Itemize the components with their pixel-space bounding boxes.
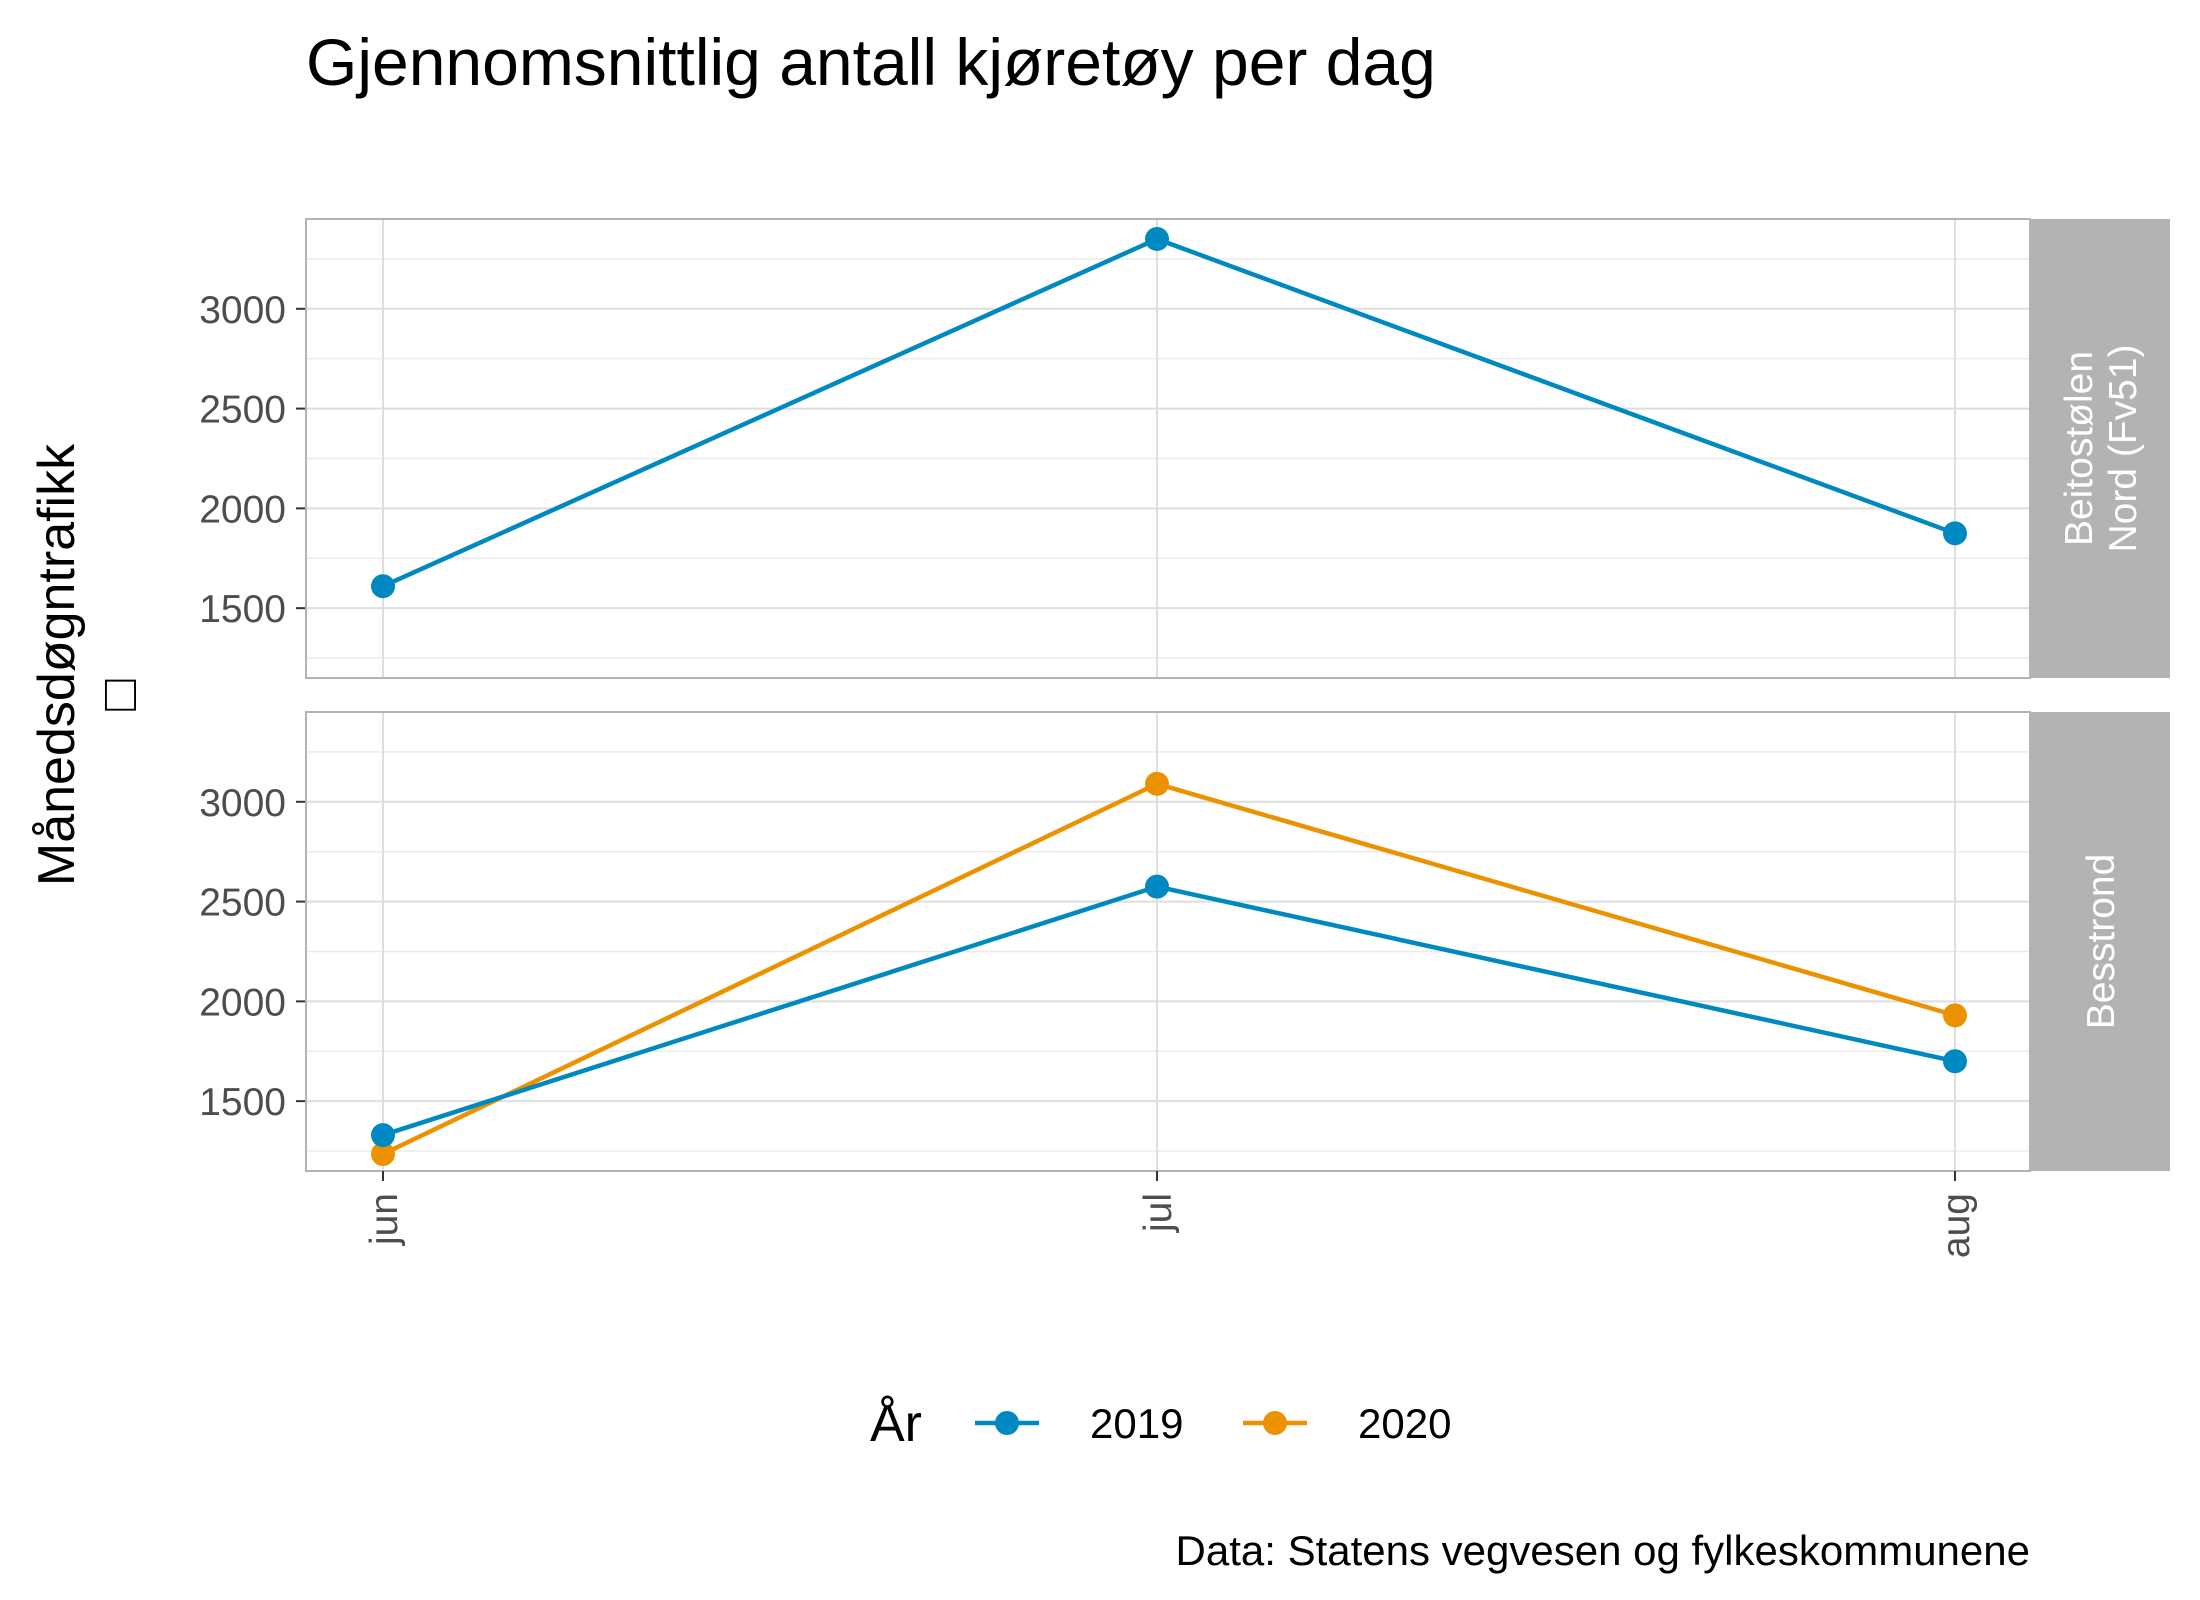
facet-strip: [2030, 712, 2170, 1171]
legend-key-point-2019: [995, 1411, 1019, 1435]
y-tick-label: 2500: [199, 882, 286, 925]
facet-strip-label-line: Beitostølen: [2058, 351, 2101, 546]
legend-key-point-2020: [1263, 1411, 1287, 1435]
facet-strip: [2030, 219, 2170, 678]
facet-panel-1: 1500 2000 2500 3000 BeitostølenNord (Fv51): [199, 218, 2170, 679]
data-point-2019-jul: [1145, 874, 1169, 899]
y-tick-label: 3000: [199, 289, 286, 332]
y-tick-label: 2500: [199, 389, 286, 432]
data-point-2019-aug: [1943, 1049, 1967, 1074]
y-axis-title-group: Månedsdøgntrafikk: [28, 443, 86, 886]
facet-panel-2: 1500 2000 2500 3000 Besstrond: [199, 711, 2170, 1172]
panel-background: [306, 219, 2030, 678]
chart-title: Gjennomsnittlig antall kjøretøy per dag: [306, 25, 1436, 99]
x-tick-label-jul: jul: [1137, 1193, 1180, 1233]
legend: År 2019 2020: [870, 1395, 1451, 1453]
data-point-2019-jul: [1145, 226, 1169, 251]
facet-strip-label-line: Nord (Fv51): [2102, 344, 2145, 552]
legend-title: År: [870, 1395, 922, 1453]
data-point-2019-jun: [371, 1123, 395, 1148]
y-tick-label: 3000: [199, 782, 286, 825]
data-point-2020-aug: [1943, 1003, 1967, 1028]
facet-strip-label: BeitostølenNord (Fv51): [2058, 344, 2145, 552]
caption: Data: Statens vegvesen og fylkeskommunen…: [1176, 1527, 2030, 1574]
y-axis-title: Månedsdøgntrafikk: [28, 443, 86, 886]
facet-strip-label-line: Besstrond: [2080, 854, 2123, 1030]
y-axis-missing-glyph: □: [90, 679, 148, 711]
data-point-2019-aug: [1943, 521, 1967, 546]
y-tick-label: 1500: [199, 1081, 286, 1124]
data-point-2020-jun: [371, 1142, 395, 1167]
x-tick-label-aug: aug: [1935, 1193, 1978, 1258]
x-tick-label-jun: jun: [363, 1193, 406, 1246]
data-point-2019-jun: [371, 574, 395, 599]
y-tick-label: 2000: [199, 981, 286, 1024]
data-point-2020-jul: [1145, 771, 1169, 796]
y-axis-glyph-group: □: [90, 679, 148, 711]
y-tick-label: 2000: [199, 488, 286, 531]
facet-strip-label: Besstrond: [2080, 854, 2123, 1030]
legend-label-2019: 2019: [1090, 1400, 1183, 1447]
x-axis: jun jul aug: [363, 1171, 1978, 1258]
legend-label-2020: 2020: [1358, 1400, 1451, 1447]
y-tick-label: 1500: [199, 588, 286, 631]
